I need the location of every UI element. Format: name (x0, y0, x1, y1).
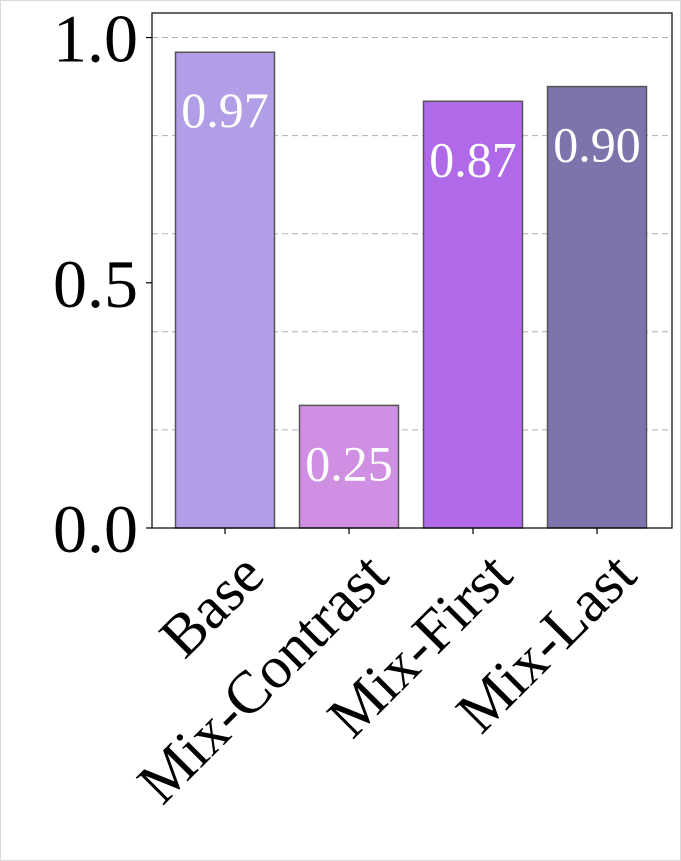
y-tick-label: 0.5 (53, 246, 138, 322)
data-label: 0.87 (429, 131, 517, 187)
y-tick-label: 0.0 (53, 491, 138, 567)
bar-mix-first (422, 100, 524, 529)
bar-base (174, 51, 276, 529)
data-label: 0.97 (181, 82, 269, 138)
data-labels: 0.97 0.25 0.87 0.90 (181, 82, 641, 491)
bar-mix-contrast (298, 404, 400, 529)
bar-mix-last (546, 85, 648, 529)
y-tick-label: 1.0 (53, 1, 138, 77)
plot-border (151, 12, 673, 529)
bars (174, 51, 648, 529)
data-label: 0.25 (305, 435, 393, 491)
data-label: 0.90 (553, 117, 641, 173)
y-axis-ticks: 0.0 0.5 1.0 (53, 1, 152, 567)
